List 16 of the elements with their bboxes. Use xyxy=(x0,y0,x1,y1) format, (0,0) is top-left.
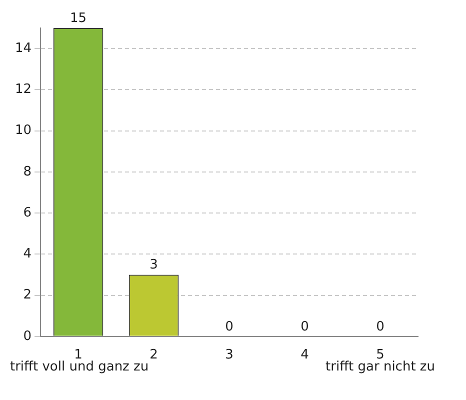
data-label: 15 xyxy=(70,10,87,26)
x-tick-label: 2 xyxy=(150,348,158,363)
y-tick-label: 4 xyxy=(23,246,32,262)
y-tick-label: 6 xyxy=(23,205,32,220)
data-label: 0 xyxy=(300,319,309,334)
y-tick-label: 8 xyxy=(23,164,32,180)
y-tick-label: 0 xyxy=(23,328,32,344)
y-tick-label: 2 xyxy=(23,288,32,303)
y-tick-label: 10 xyxy=(14,123,32,138)
y-tick-label: 12 xyxy=(14,82,32,98)
x-tick-label: 3 xyxy=(225,348,234,363)
data-label: 0 xyxy=(376,319,384,334)
x-tick-label: 4 xyxy=(300,348,309,363)
data-label: 3 xyxy=(150,258,158,273)
data-label: 0 xyxy=(225,319,234,334)
y-tick-label: 14 xyxy=(14,40,32,56)
